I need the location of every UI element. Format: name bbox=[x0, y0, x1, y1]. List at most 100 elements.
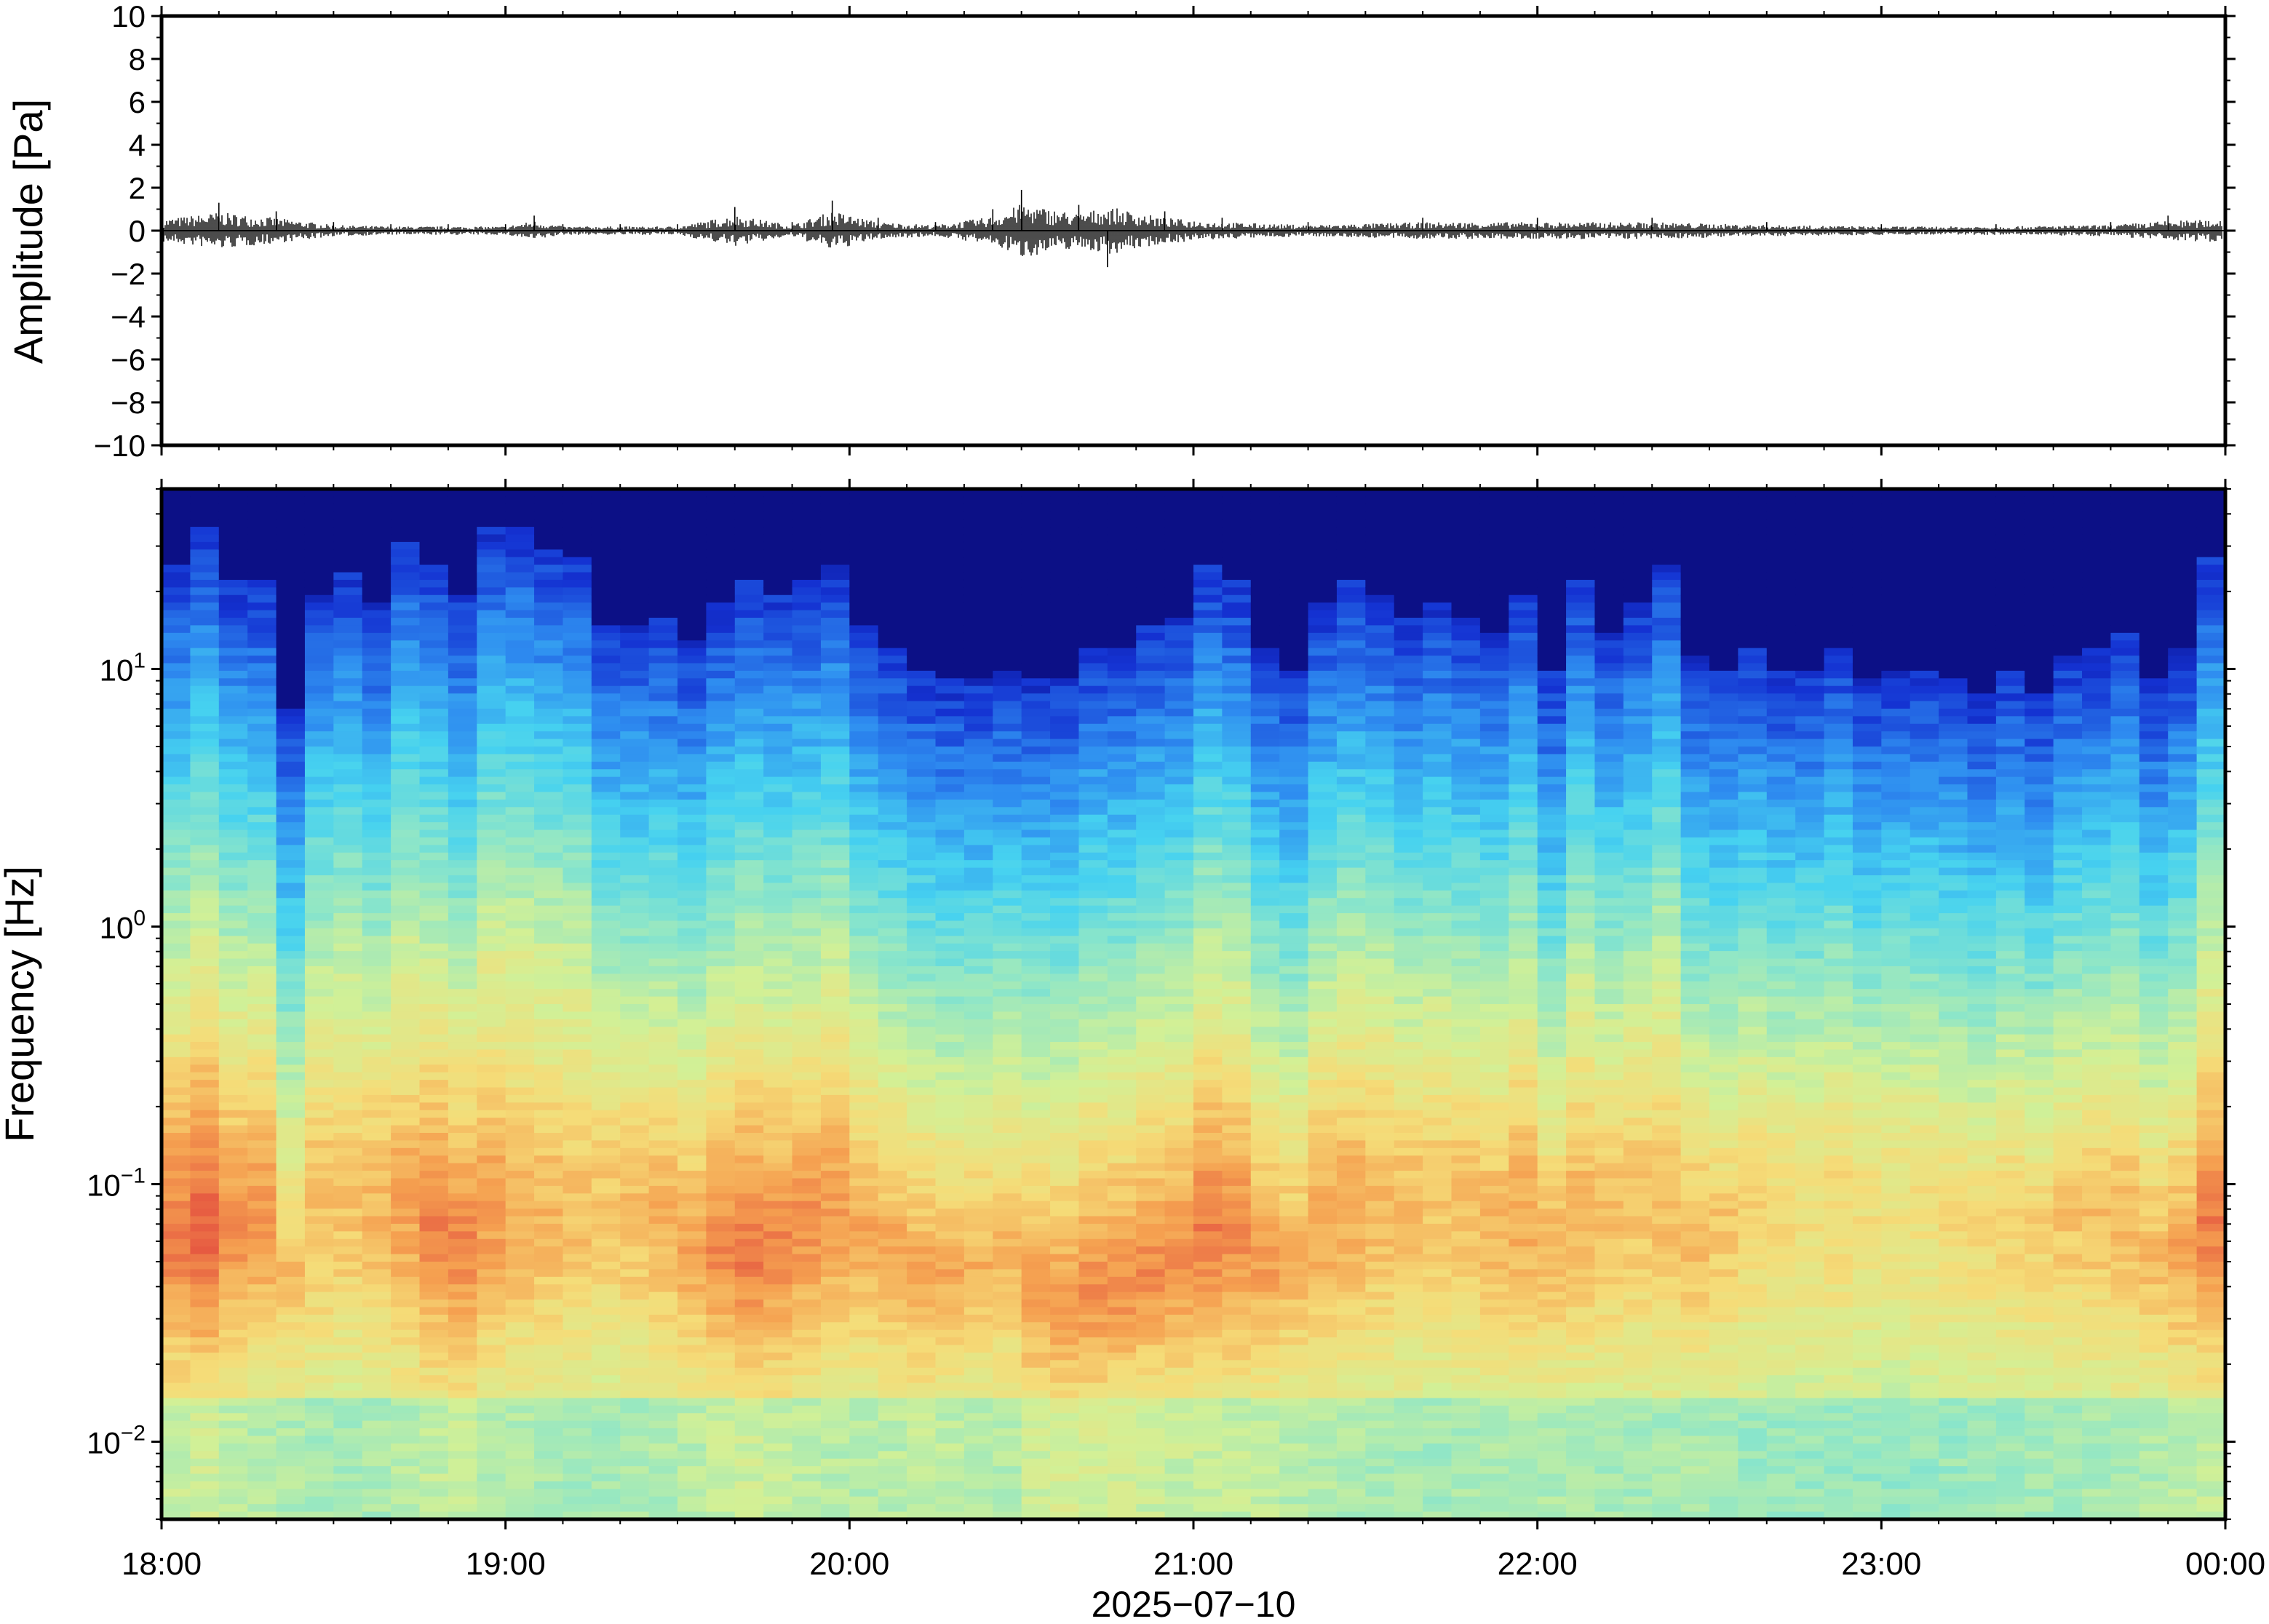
spectrogram-cell bbox=[477, 747, 506, 755]
spectrogram-cell bbox=[1164, 776, 1194, 785]
spectrogram-cell bbox=[1050, 1178, 1080, 1187]
spectrogram-cell bbox=[218, 754, 248, 763]
spectrogram-cell bbox=[1078, 981, 1108, 990]
spectrogram-cell bbox=[448, 1436, 477, 1444]
spectrogram-cell bbox=[190, 541, 220, 550]
spectrogram-cell bbox=[448, 784, 477, 793]
spectrogram-cell bbox=[1021, 1254, 1051, 1262]
spectrogram-cell bbox=[276, 1155, 306, 1164]
spectrogram-cell bbox=[505, 594, 535, 603]
spectrogram-cell bbox=[620, 610, 650, 618]
spectrogram-cell bbox=[706, 1405, 736, 1414]
spectrogram-cell bbox=[763, 632, 793, 641]
spectrogram-cell bbox=[190, 936, 220, 944]
spectrogram-cell bbox=[276, 1042, 306, 1051]
spectrogram-cell bbox=[993, 618, 1022, 626]
spectrogram-cell bbox=[247, 557, 277, 565]
spectrogram-cell bbox=[1136, 822, 1166, 831]
spectrogram-cell bbox=[1107, 685, 1137, 694]
spectrogram-cell bbox=[162, 1254, 191, 1262]
spectrogram-cell bbox=[763, 1080, 793, 1088]
spectrogram-cell bbox=[878, 1110, 907, 1118]
spectrogram-cell bbox=[362, 1375, 392, 1384]
spectrogram-cell bbox=[534, 807, 564, 816]
spectrogram-cell bbox=[477, 1496, 506, 1505]
spectrogram-cell bbox=[1021, 837, 1051, 845]
spectrogram-cell bbox=[1164, 731, 1194, 740]
spectrogram-cell bbox=[907, 1436, 937, 1444]
spectrogram-cell bbox=[162, 905, 191, 914]
spectrogram-cell bbox=[190, 579, 220, 588]
spectrogram-cell bbox=[763, 951, 793, 960]
spectrogram-cell bbox=[477, 1269, 506, 1278]
spectrogram-cell bbox=[563, 610, 592, 618]
spectrogram-cell bbox=[963, 1291, 993, 1300]
spectrogram-cell bbox=[276, 1375, 306, 1384]
spectrogram-cell bbox=[792, 996, 822, 1005]
spectrogram-cell bbox=[1050, 1489, 1080, 1497]
spectrogram-cell bbox=[162, 981, 191, 990]
spectrogram-cell bbox=[162, 716, 191, 725]
spectrogram-cell bbox=[563, 1375, 592, 1384]
spectrogram-cell bbox=[534, 1504, 564, 1513]
spectrogram-cell bbox=[849, 1436, 879, 1444]
spectrogram-cell bbox=[620, 1307, 650, 1315]
spectrogram-cell bbox=[362, 1004, 392, 1013]
spectrogram-cell bbox=[792, 1209, 822, 1217]
spectrogram-cell bbox=[763, 731, 793, 740]
spectrogram-cell bbox=[534, 1080, 564, 1088]
spectrogram-cell bbox=[1136, 1027, 1166, 1035]
spectrogram-cell bbox=[849, 814, 879, 823]
spectrogram-cell bbox=[620, 1094, 650, 1103]
spectrogram-cell bbox=[247, 670, 277, 679]
spectrogram-cell bbox=[1078, 1246, 1108, 1255]
spectrogram-cell bbox=[247, 1223, 277, 1232]
spectrogram-cell bbox=[878, 913, 907, 922]
spectrogram-cell bbox=[276, 1087, 306, 1096]
spectrogram-cell bbox=[993, 951, 1022, 960]
spectrogram-cell bbox=[190, 966, 220, 974]
spectrogram-cell bbox=[907, 807, 937, 816]
spectrogram-cell bbox=[304, 1428, 334, 1437]
spectrogram-cell bbox=[534, 822, 564, 831]
spectrogram-cell bbox=[391, 534, 421, 543]
spectrogram-cell bbox=[419, 1329, 449, 1338]
spectrogram-cell bbox=[534, 989, 564, 998]
spectrogram-cell bbox=[935, 1011, 965, 1020]
spectrogram-cell bbox=[878, 1171, 907, 1179]
spectrogram-cell bbox=[620, 1360, 650, 1369]
spectrogram-cell bbox=[1021, 792, 1051, 800]
spectrogram-cell bbox=[591, 731, 621, 740]
spectrogram-cell bbox=[477, 761, 506, 770]
spectrogram-cell bbox=[763, 1496, 793, 1505]
spectrogram-cell bbox=[247, 920, 277, 929]
spectrogram-cell bbox=[448, 1102, 477, 1111]
spectrogram-cell bbox=[162, 1087, 191, 1096]
spectrogram-cell bbox=[763, 1094, 793, 1103]
spectrogram-cell bbox=[993, 1216, 1022, 1225]
spectrogram-cell bbox=[419, 1322, 449, 1331]
spectrogram-cell bbox=[878, 799, 907, 808]
spectrogram-cell bbox=[849, 579, 879, 588]
spectrogram-cell bbox=[276, 489, 306, 498]
spectrogram-cell bbox=[190, 1027, 220, 1035]
spectrogram-cell bbox=[419, 784, 449, 793]
spectrogram-cell bbox=[849, 845, 879, 853]
spectrogram-cell bbox=[333, 1185, 363, 1194]
spectrogram-cell bbox=[247, 996, 277, 1005]
spectrogram-cell bbox=[878, 996, 907, 1005]
spectrogram-cell bbox=[1050, 1413, 1080, 1422]
spectrogram-cell bbox=[620, 769, 650, 778]
spectrogram-cell bbox=[247, 1451, 277, 1460]
spectrogram-cell bbox=[304, 837, 334, 845]
spectrogram-cell bbox=[247, 860, 277, 869]
spectrogram-cell bbox=[477, 1223, 506, 1232]
spectrogram-cell bbox=[419, 1443, 449, 1452]
spectrogram-cell bbox=[534, 1345, 564, 1353]
spectrogram-cell bbox=[563, 541, 592, 550]
spectrogram-cell bbox=[591, 966, 621, 974]
spectrogram-cell bbox=[734, 784, 764, 793]
spectrogram-cell bbox=[534, 890, 564, 899]
spectrogram-cell bbox=[1107, 769, 1137, 778]
spectrogram-cell bbox=[706, 610, 736, 618]
